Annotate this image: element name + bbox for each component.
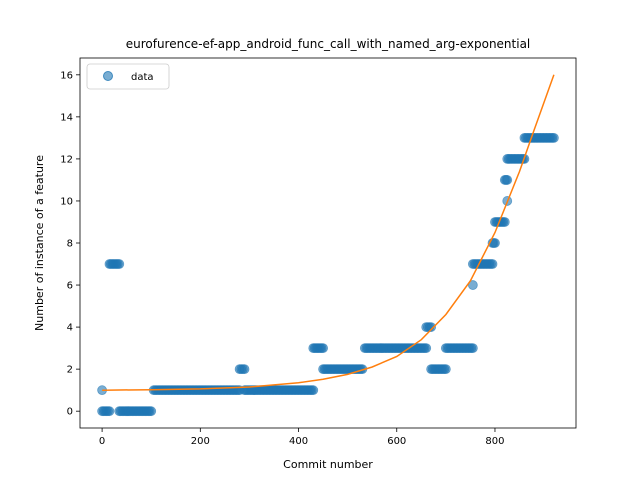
data-point: [499, 217, 510, 227]
x-axis-label: Commit number: [283, 458, 373, 471]
y-tick-label: 12: [60, 154, 73, 165]
data-point: [467, 280, 478, 290]
x-tick-label: 400: [289, 436, 308, 447]
data-point: [308, 385, 319, 396]
data-point: [467, 343, 478, 354]
x-axis-ticks: 0 200 400 600 800: [99, 428, 505, 447]
legend-label-data: data: [131, 72, 154, 83]
data-point: [426, 322, 437, 332]
y-tick-label: 8: [67, 239, 73, 250]
x-tick-label: 600: [387, 436, 406, 447]
legend-marker: [103, 71, 113, 81]
x-tick-label: 0: [99, 436, 105, 447]
x-tick-label: 800: [485, 436, 504, 447]
y-tick-label: 14: [60, 112, 73, 123]
data-point: [114, 259, 125, 269]
data-point: [104, 406, 115, 417]
legend-box: [86, 63, 170, 90]
y-tick-label: 0: [67, 407, 73, 418]
data-point: [318, 343, 328, 354]
legend: data: [86, 63, 170, 90]
y-axis-ticks: 0 2 4 6 8 10 12 14 16: [60, 70, 80, 418]
y-tick-label: 16: [60, 70, 73, 81]
y-tick-label: 4: [67, 323, 73, 334]
data-point: [487, 259, 498, 269]
x-tick-label: 200: [191, 436, 210, 447]
data-point: [549, 132, 559, 143]
y-tick-label: 6: [67, 281, 73, 292]
data-point: [239, 364, 250, 375]
y-tick-label: 10: [60, 196, 73, 207]
chart-title: eurofurence-ef-app_android_func_call_wit…: [126, 37, 531, 51]
fit-line: [102, 74, 555, 391]
data-point: [421, 343, 432, 354]
data-point: [146, 406, 157, 417]
data-point: [440, 364, 451, 375]
y-axis-label: Number of instance of a feature: [33, 155, 46, 331]
y-tick-label: 2: [67, 365, 73, 376]
data-point: [502, 175, 513, 185]
